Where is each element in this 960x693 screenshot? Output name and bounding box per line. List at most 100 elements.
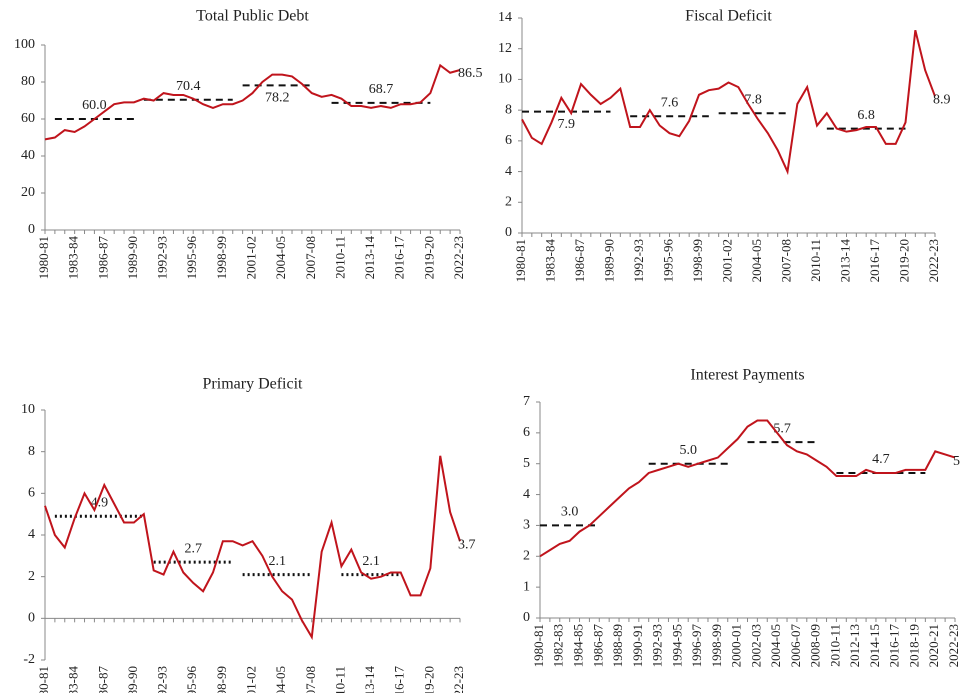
x-tick-label: 1989-90 (601, 239, 616, 282)
x-tick-label: 1994-95 (669, 624, 684, 667)
x-tick-label: 2004-05 (768, 624, 783, 667)
x-tick-label: 1998-99 (214, 666, 229, 693)
subplot: Total Public Debt 0 20 40 60 80 100 1980-81 1983… (14, 8, 483, 280)
x-tick-label: 1980-81 (36, 666, 51, 693)
average-label: 4.7 (872, 452, 890, 467)
x-tick-label: 2019-20 (896, 239, 911, 282)
y-tick-label: 40 (21, 148, 35, 163)
x-tick-label: 2022-23 (946, 624, 960, 667)
x-tick-label: 1992-93 (155, 666, 170, 693)
x-tick-label: 2013-14 (362, 236, 377, 280)
x-tick-label: 2006-07 (788, 624, 803, 668)
x-tick-label: 2016-17 (392, 666, 407, 693)
y-tick-label: 0 (28, 222, 35, 237)
x-tick-label: 1983-84 (66, 666, 81, 693)
x-tick-label: 1995-96 (660, 239, 675, 283)
x-tick-label: 2000-01 (729, 624, 744, 667)
x-tick-label: 2007-08 (778, 239, 793, 282)
x-tick-label: 1984-85 (571, 624, 586, 667)
x-tick-label: 2012-13 (847, 624, 862, 667)
x-tick-label: 2001-02 (719, 239, 734, 282)
average-label: 2.1 (268, 554, 286, 569)
x-tick-label: 2007-08 (303, 666, 318, 693)
x-tick-label: 2010-11 (827, 624, 842, 667)
x-tick-label: 1983-84 (542, 239, 557, 283)
y-tick-label: 100 (14, 37, 35, 52)
x-tick-label: 1998-99 (709, 624, 724, 667)
y-tick-label: 4 (523, 487, 530, 502)
y-tick-label: 10 (21, 402, 35, 417)
y-tick-label: 7 (523, 394, 530, 409)
x-tick-label: 2018-19 (906, 624, 921, 667)
x-tick-label: 2001-02 (243, 666, 258, 693)
average-label: 60.0 (82, 98, 107, 113)
y-tick-label: 2 (523, 549, 530, 564)
x-tick-label: 2020-21 (926, 624, 941, 667)
x-tick-label: 1992-93 (631, 239, 646, 282)
y-tick-label: 60 (21, 111, 35, 126)
average-label: 2.7 (184, 541, 202, 556)
x-tick-label: 1986-87 (590, 624, 605, 668)
chart-title: Total Public Debt (196, 8, 309, 25)
x-tick-label: 2007-08 (303, 236, 318, 279)
y-tick-label: 6 (505, 133, 512, 148)
x-tick-label: 2004-05 (273, 236, 288, 279)
average-label: 6.8 (857, 108, 875, 123)
y-tick-label: 0 (523, 610, 530, 625)
y-tick-label: 6 (28, 486, 35, 501)
data-line (521, 30, 936, 176)
subplot: Primary Deficit -2 0 2 4 6 8 10 1980-81 1983-84 19… (21, 376, 476, 693)
x-tick-label: 2022-23 (451, 236, 466, 279)
y-tick-label: 14 (498, 10, 512, 25)
y-tick-label: 2 (28, 569, 35, 584)
x-tick-label: 2013-14 (837, 239, 852, 283)
x-tick-label: 2010-11 (332, 666, 347, 693)
y-tick-label: 3 (523, 518, 530, 533)
subplot: Interest Payments 0 1 2 3 4 5 6 7 1980-81 1982-83 1… (523, 367, 960, 668)
value-label: 8.9 (933, 93, 951, 108)
y-tick-label: 8 (28, 444, 35, 459)
y-tick-label: 8 (505, 102, 512, 117)
x-tick-label: 2022-23 (926, 239, 941, 282)
average-label: 7.8 (744, 92, 762, 107)
x-tick-label: 1998-99 (214, 236, 229, 279)
x-tick-label: 1990-91 (630, 624, 645, 667)
x-tick-label: 1988-89 (610, 624, 625, 667)
x-tick-label: 2019-20 (421, 666, 436, 693)
x-tick-label: 1986-87 (95, 666, 110, 693)
x-tick-label: 1995-96 (184, 236, 199, 280)
x-tick-label: 1992-93 (650, 624, 665, 667)
x-tick-label: 2019-20 (421, 236, 436, 279)
data-line (44, 63, 461, 141)
y-tick-label: 4 (505, 164, 512, 179)
x-tick-label: 2001-02 (243, 236, 258, 279)
average-label: 2.1 (362, 554, 380, 569)
x-tick-label: 2010-11 (332, 236, 347, 279)
chart-title: Interest Payments (690, 367, 804, 384)
y-tick-label: 5 (523, 456, 530, 471)
average-label: 70.4 (176, 79, 201, 94)
x-tick-label: 1983-84 (66, 236, 81, 280)
subplot: Fiscal Deficit 0 2 4 6 8 10 12 14 1980-81 1983-84 1… (498, 8, 951, 283)
average-label: 78.2 (265, 91, 290, 106)
x-tick-label: 1989-90 (125, 236, 140, 279)
average-label: 68.7 (369, 82, 394, 97)
y-tick-label: 80 (21, 74, 35, 89)
x-tick-label: 1996-97 (689, 624, 704, 668)
x-tick-label: 1982-83 (551, 624, 566, 667)
x-tick-label: 1995-96 (184, 666, 199, 693)
x-tick-label: 1986-87 (572, 239, 587, 283)
chart-title: Fiscal Deficit (685, 8, 772, 25)
x-tick-label: 1992-93 (155, 236, 170, 279)
average-label: 5.0 (679, 443, 697, 458)
x-tick-label: 1980-81 (36, 236, 51, 279)
y-tick-label: 12 (498, 41, 512, 56)
data-line (539, 419, 956, 558)
value-label: 3.7 (458, 537, 476, 552)
y-tick-label: 0 (505, 225, 512, 240)
y-tick-label: 20 (21, 185, 35, 200)
x-tick-label: 2014-15 (867, 624, 882, 667)
x-tick-label: 1998-99 (690, 239, 705, 282)
y-tick-label: 10 (498, 72, 512, 87)
x-tick-label: 1986-87 (95, 236, 110, 280)
